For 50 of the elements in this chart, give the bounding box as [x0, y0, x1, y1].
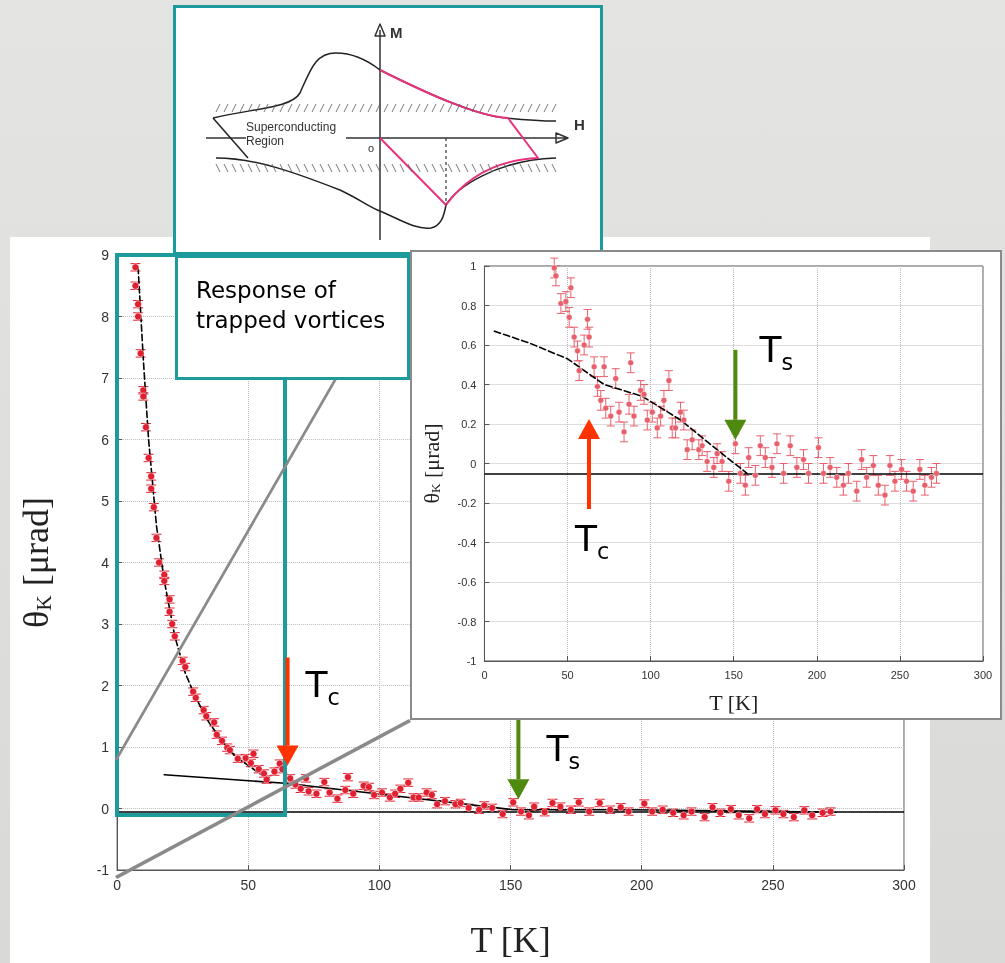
x-tick-label: 100: [641, 668, 660, 681]
y-axis-title: θK [μrad]: [418, 423, 444, 504]
x-axis-title: T [K]: [709, 689, 759, 715]
y-tick-label: 7: [101, 370, 110, 386]
x-tick-label: 150: [498, 877, 523, 893]
annotation: T$_{c}$: [575, 518, 610, 564]
x-tick-label: 100: [367, 877, 392, 893]
y-tick-label: 3: [101, 616, 110, 632]
x-tick-label: 150: [724, 668, 743, 681]
annotation: T$_{s}$: [546, 728, 581, 775]
annotation: T$_{s}$: [759, 328, 793, 375]
x-tick-label: 0: [113, 877, 122, 893]
y-tick-label: 0.2: [461, 418, 477, 430]
y-tick-label: 5: [101, 493, 110, 509]
annotation: T$_{c}$: [305, 664, 340, 711]
x-tick-label: 50: [240, 877, 257, 893]
y-tick-label: 0.4: [461, 378, 477, 391]
x-tick-label: 250: [761, 877, 785, 893]
callout-box: Response of trapped vortices: [175, 255, 410, 380]
text: M: [390, 24, 403, 42]
x-tick-label: 250: [890, 668, 910, 681]
y-tick-label: 0.6: [461, 339, 477, 351]
y-tick-label: 1: [470, 260, 477, 272]
y-axis-title: θK [μrad]: [16, 496, 57, 629]
x-tick-label: 200: [807, 668, 826, 681]
y-tick-label: 6: [101, 431, 110, 448]
y-tick-label: -0.8: [457, 615, 477, 628]
y-tick-label: -0.2: [457, 497, 477, 509]
text: Superconducting Region: [246, 120, 346, 149]
y-tick-label: 1: [101, 739, 110, 755]
x-axis-title: T [K]: [470, 920, 551, 960]
y-tick-label: 2: [101, 677, 110, 694]
y-tick-label: 0.8: [461, 299, 477, 312]
y-tick-label: 0: [101, 800, 110, 817]
y-tick-label: 4: [101, 554, 110, 571]
text: H: [574, 116, 585, 134]
y-tick-label: -1: [466, 655, 477, 667]
y-tick-label: 9: [101, 247, 110, 263]
y-tick-label: -1: [96, 862, 110, 878]
annotation: Response of trapped vortices: [196, 276, 387, 335]
x-tick-label: 300: [973, 668, 993, 681]
x-tick-label: 0: [481, 668, 488, 681]
y-tick-label: -0.6: [457, 576, 477, 588]
x-tick-label: 300: [892, 877, 916, 893]
text: o: [368, 142, 375, 156]
y-tick-label: 8: [101, 308, 110, 325]
x-tick-label: 200: [630, 877, 654, 893]
y-tick-label: 0: [470, 457, 477, 470]
x-tick-label: 50: [561, 668, 574, 681]
y-tick-label: -0.4: [457, 536, 477, 549]
